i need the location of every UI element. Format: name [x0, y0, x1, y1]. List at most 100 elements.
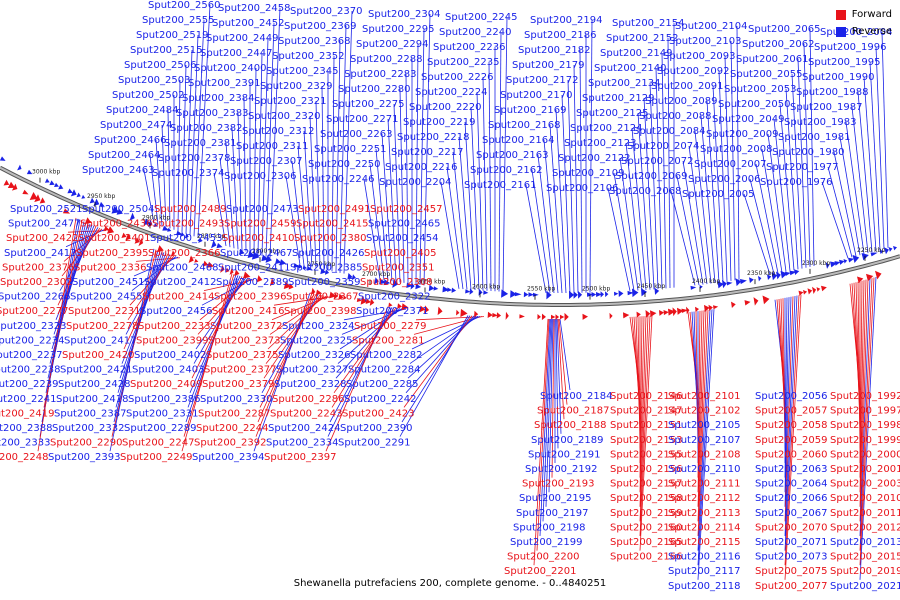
gene-leader [399, 315, 469, 437]
forward-feature [672, 307, 677, 317]
gene-label: Sput200_2234 [0, 335, 65, 346]
reverse-feature [767, 274, 772, 280]
forward-feature [365, 298, 372, 305]
gene-label: Sput200_2325 [280, 335, 353, 346]
scale-tick-label: 2700 kbp [362, 271, 390, 278]
gene-label: Sput200_2387 [54, 408, 127, 419]
gene-leader [331, 307, 395, 408]
forward-feature [311, 287, 316, 295]
forward-feature [659, 310, 665, 316]
gene-leader [724, 55, 732, 281]
forward-feature [401, 303, 409, 311]
reverse-feature [58, 184, 64, 190]
reverse-feature [618, 290, 624, 297]
gene-label: Sput200_2477 [8, 219, 81, 230]
gene-label: Sput200_2247 [122, 438, 195, 449]
gene-label: Sput200_2049 [712, 114, 785, 125]
forward-feature [229, 268, 234, 275]
gene-label: Sput200_2104 [675, 21, 748, 32]
gene-leader [149, 154, 159, 225]
gene-label: Sput200_2109 [552, 168, 625, 179]
gene-label: Sput200_2396 [214, 292, 287, 303]
reverse-feature [415, 283, 422, 290]
gene-label: Sput200_2199 [510, 537, 583, 548]
gene-label: Sput200_2187 [537, 406, 610, 417]
gene-leader [697, 310, 701, 478]
gene-label: Sput200_1976 [760, 177, 833, 188]
gene-leader [779, 103, 795, 271]
forward-feature [456, 309, 460, 316]
gene-leader [791, 73, 803, 269]
gene-leader [767, 133, 787, 272]
reverse-feature [740, 279, 747, 285]
gene-label: Sput200_2336 [74, 262, 147, 273]
gene-label: Sput200_1981 [778, 132, 851, 143]
forward-feature [505, 311, 509, 320]
forward-feature [866, 273, 874, 282]
gene-label: Sput200_2007 [694, 159, 767, 170]
gene-leader [419, 28, 425, 285]
gene-label: Sput200_2334 [266, 438, 339, 449]
gene-leader [667, 37, 671, 288]
gene-label: Sput200_2424 [268, 423, 341, 434]
gene-label: Sput200_2333 [0, 438, 51, 449]
gene-label: Sput200_2062 [742, 39, 815, 50]
gene-label: Sput200_2217 [391, 147, 464, 158]
forward-feature [269, 277, 275, 287]
gene-leader [452, 151, 468, 290]
reverse-feature [785, 271, 791, 276]
gene-label: Sput200_2236 [433, 42, 506, 53]
gene-leader [567, 79, 575, 293]
gene-label: Sput200_1988 [796, 87, 869, 98]
gene-leader [700, 115, 716, 284]
gene-leader [784, 297, 790, 493]
gene-label: Sput200_2013 [830, 537, 900, 548]
reverse-feature [54, 182, 59, 188]
gene-label: Sput200_2065 [748, 24, 821, 35]
gene-label: Sput200_2168 [488, 120, 561, 131]
forward-feature [762, 295, 770, 305]
gene-label: Sput200_2392 [194, 438, 267, 449]
gene-leader [755, 163, 779, 274]
forward-feature [555, 314, 560, 320]
gene-label: Sput200_2064 [755, 479, 828, 490]
gene-label: Sput200_1980 [772, 147, 845, 158]
gene-label: Sput200_2063 [755, 464, 828, 475]
gene-label: Sput200_2405 [364, 248, 437, 259]
reverse-feature [162, 225, 170, 231]
gene-label: Sput200_2311 [236, 141, 309, 152]
gene-label: Sput200_2147 [610, 406, 683, 417]
forward-feature [560, 314, 565, 320]
legend-forward: Forward [835, 6, 892, 23]
gene-leader [111, 249, 157, 437]
gene-label: Sput200_2012 [830, 522, 900, 533]
gene-leader [697, 309, 709, 537]
forward-feature [234, 269, 240, 276]
gene-label: Sput200_1983 [784, 117, 857, 128]
gene-leader [639, 316, 645, 493]
reverse-feature [129, 212, 135, 221]
gene-leader [643, 97, 655, 290]
reverse-feature [510, 290, 517, 298]
forward-feature [609, 312, 613, 320]
reverse-feature [216, 243, 223, 249]
forward-feature [460, 308, 468, 317]
gene-label: Sput200_2398 [284, 306, 357, 317]
gene-label: Sput200_2290 [50, 438, 123, 449]
gene-leader [797, 58, 807, 268]
gene-leader [730, 40, 736, 281]
forward-feature [11, 183, 18, 191]
gene-label: Sput200_2402 [134, 350, 207, 361]
gene-label: Sput200_2093 [663, 51, 736, 62]
reverse-feature [514, 292, 522, 297]
gene-leader [273, 296, 331, 306]
gene-leader [558, 318, 568, 405]
gene-label: Sput200_2294 [356, 39, 429, 50]
forward-feature [708, 304, 713, 312]
reverse-feature [478, 288, 483, 296]
gene-leader [661, 52, 667, 289]
reverse-feature [324, 269, 330, 275]
reverse-feature [722, 279, 727, 289]
gene-label: Sput200_2307 [230, 156, 303, 167]
